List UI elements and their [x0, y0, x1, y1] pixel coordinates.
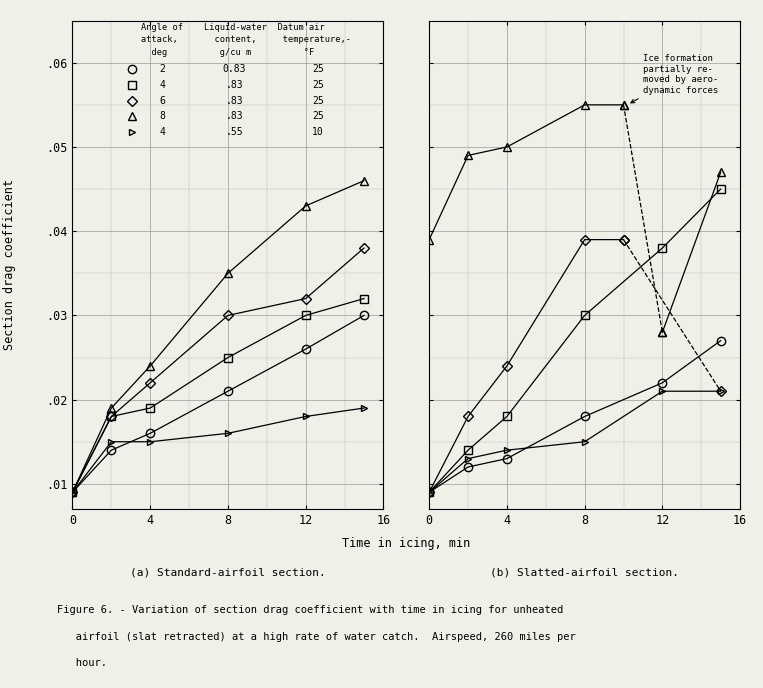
Text: 10: 10	[312, 127, 324, 137]
Text: 25: 25	[312, 65, 324, 74]
Text: .83: .83	[225, 96, 243, 106]
Text: deg          g/cu m          °F: deg g/cu m °F	[141, 47, 314, 56]
Text: attack,       content,     temperature,-: attack, content, temperature,-	[141, 35, 351, 44]
Text: 25: 25	[312, 96, 324, 106]
Text: Angle of    Liquid-water  Datum air: Angle of Liquid-water Datum air	[141, 23, 324, 32]
Text: 25: 25	[312, 111, 324, 121]
Text: .83: .83	[225, 111, 243, 121]
Text: 6: 6	[159, 96, 166, 106]
Text: Section drag coefficient: Section drag coefficient	[2, 180, 16, 350]
Text: 25: 25	[312, 80, 324, 90]
Text: 8: 8	[159, 111, 166, 121]
Text: 2: 2	[159, 65, 166, 74]
Text: 0.83: 0.83	[223, 65, 246, 74]
Text: .55: .55	[225, 127, 243, 137]
Text: Figure 6. - Variation of section drag coefficient with time in icing for unheate: Figure 6. - Variation of section drag co…	[57, 605, 563, 616]
Text: 4: 4	[159, 80, 166, 90]
Text: Time in icing, min: Time in icing, min	[342, 537, 471, 550]
Text: (a) Standard-airfoil section.: (a) Standard-airfoil section.	[130, 568, 326, 578]
Text: hour.: hour.	[57, 658, 108, 668]
Text: airfoil (slat retracted) at a high rate of water catch.  Airspeed, 260 miles per: airfoil (slat retracted) at a high rate …	[57, 632, 576, 642]
Text: (b) Slatted-airfoil section.: (b) Slatted-airfoil section.	[490, 568, 679, 578]
Text: 4: 4	[159, 127, 166, 137]
Text: .83: .83	[225, 80, 243, 90]
Text: Ice formation
partially re-
moved by aero-
dynamic forces: Ice formation partially re- moved by aer…	[631, 54, 718, 103]
